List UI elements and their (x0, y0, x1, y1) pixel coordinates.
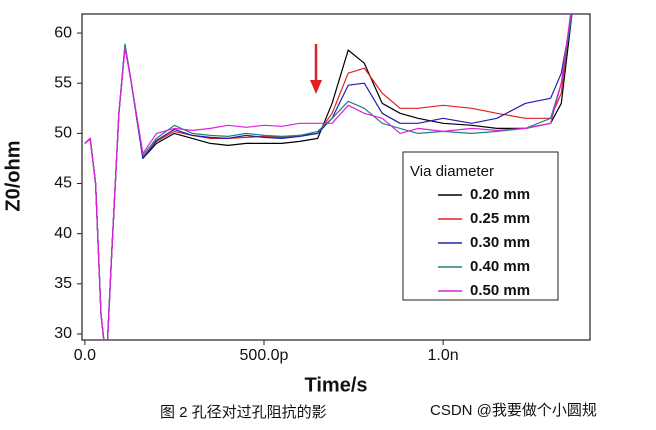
plot-area (84, 14, 573, 340)
y-axis-label: Z0/ohm (2, 140, 24, 211)
y-tick-label: 35 (54, 275, 72, 292)
x-axis-label: Time/s (305, 374, 368, 396)
legend-title: Via diameter (410, 163, 494, 180)
legend-label: 0.50 mm (470, 282, 530, 299)
legend-label: 0.30 mm (470, 234, 530, 251)
y-tick-label: 45 (54, 175, 72, 192)
y-tick-label: 30 (54, 325, 72, 342)
legend-box (402, 151, 559, 301)
x-tick-label: 500.0p (240, 347, 289, 364)
series-line (84, 14, 572, 340)
plot-frame (81, 13, 591, 341)
x-tick-label: 0.0 (74, 347, 96, 364)
x-tick-label: 1.0n (428, 347, 459, 364)
legend-label: 0.25 mm (470, 210, 530, 227)
caption: 图 2 孔径对过孔阻抗的影 (160, 404, 327, 421)
y-tick-label: 60 (54, 24, 72, 41)
arrow (310, 44, 322, 94)
y-tick-label: 40 (54, 225, 72, 242)
y-tick-label: 50 (54, 125, 72, 142)
watermark: CSDN @我要做个小圆规 (430, 402, 597, 419)
legend-label: 0.40 mm (470, 258, 530, 275)
y-tick-label: 55 (54, 74, 72, 91)
legend-label: 0.20 mm (470, 186, 530, 203)
